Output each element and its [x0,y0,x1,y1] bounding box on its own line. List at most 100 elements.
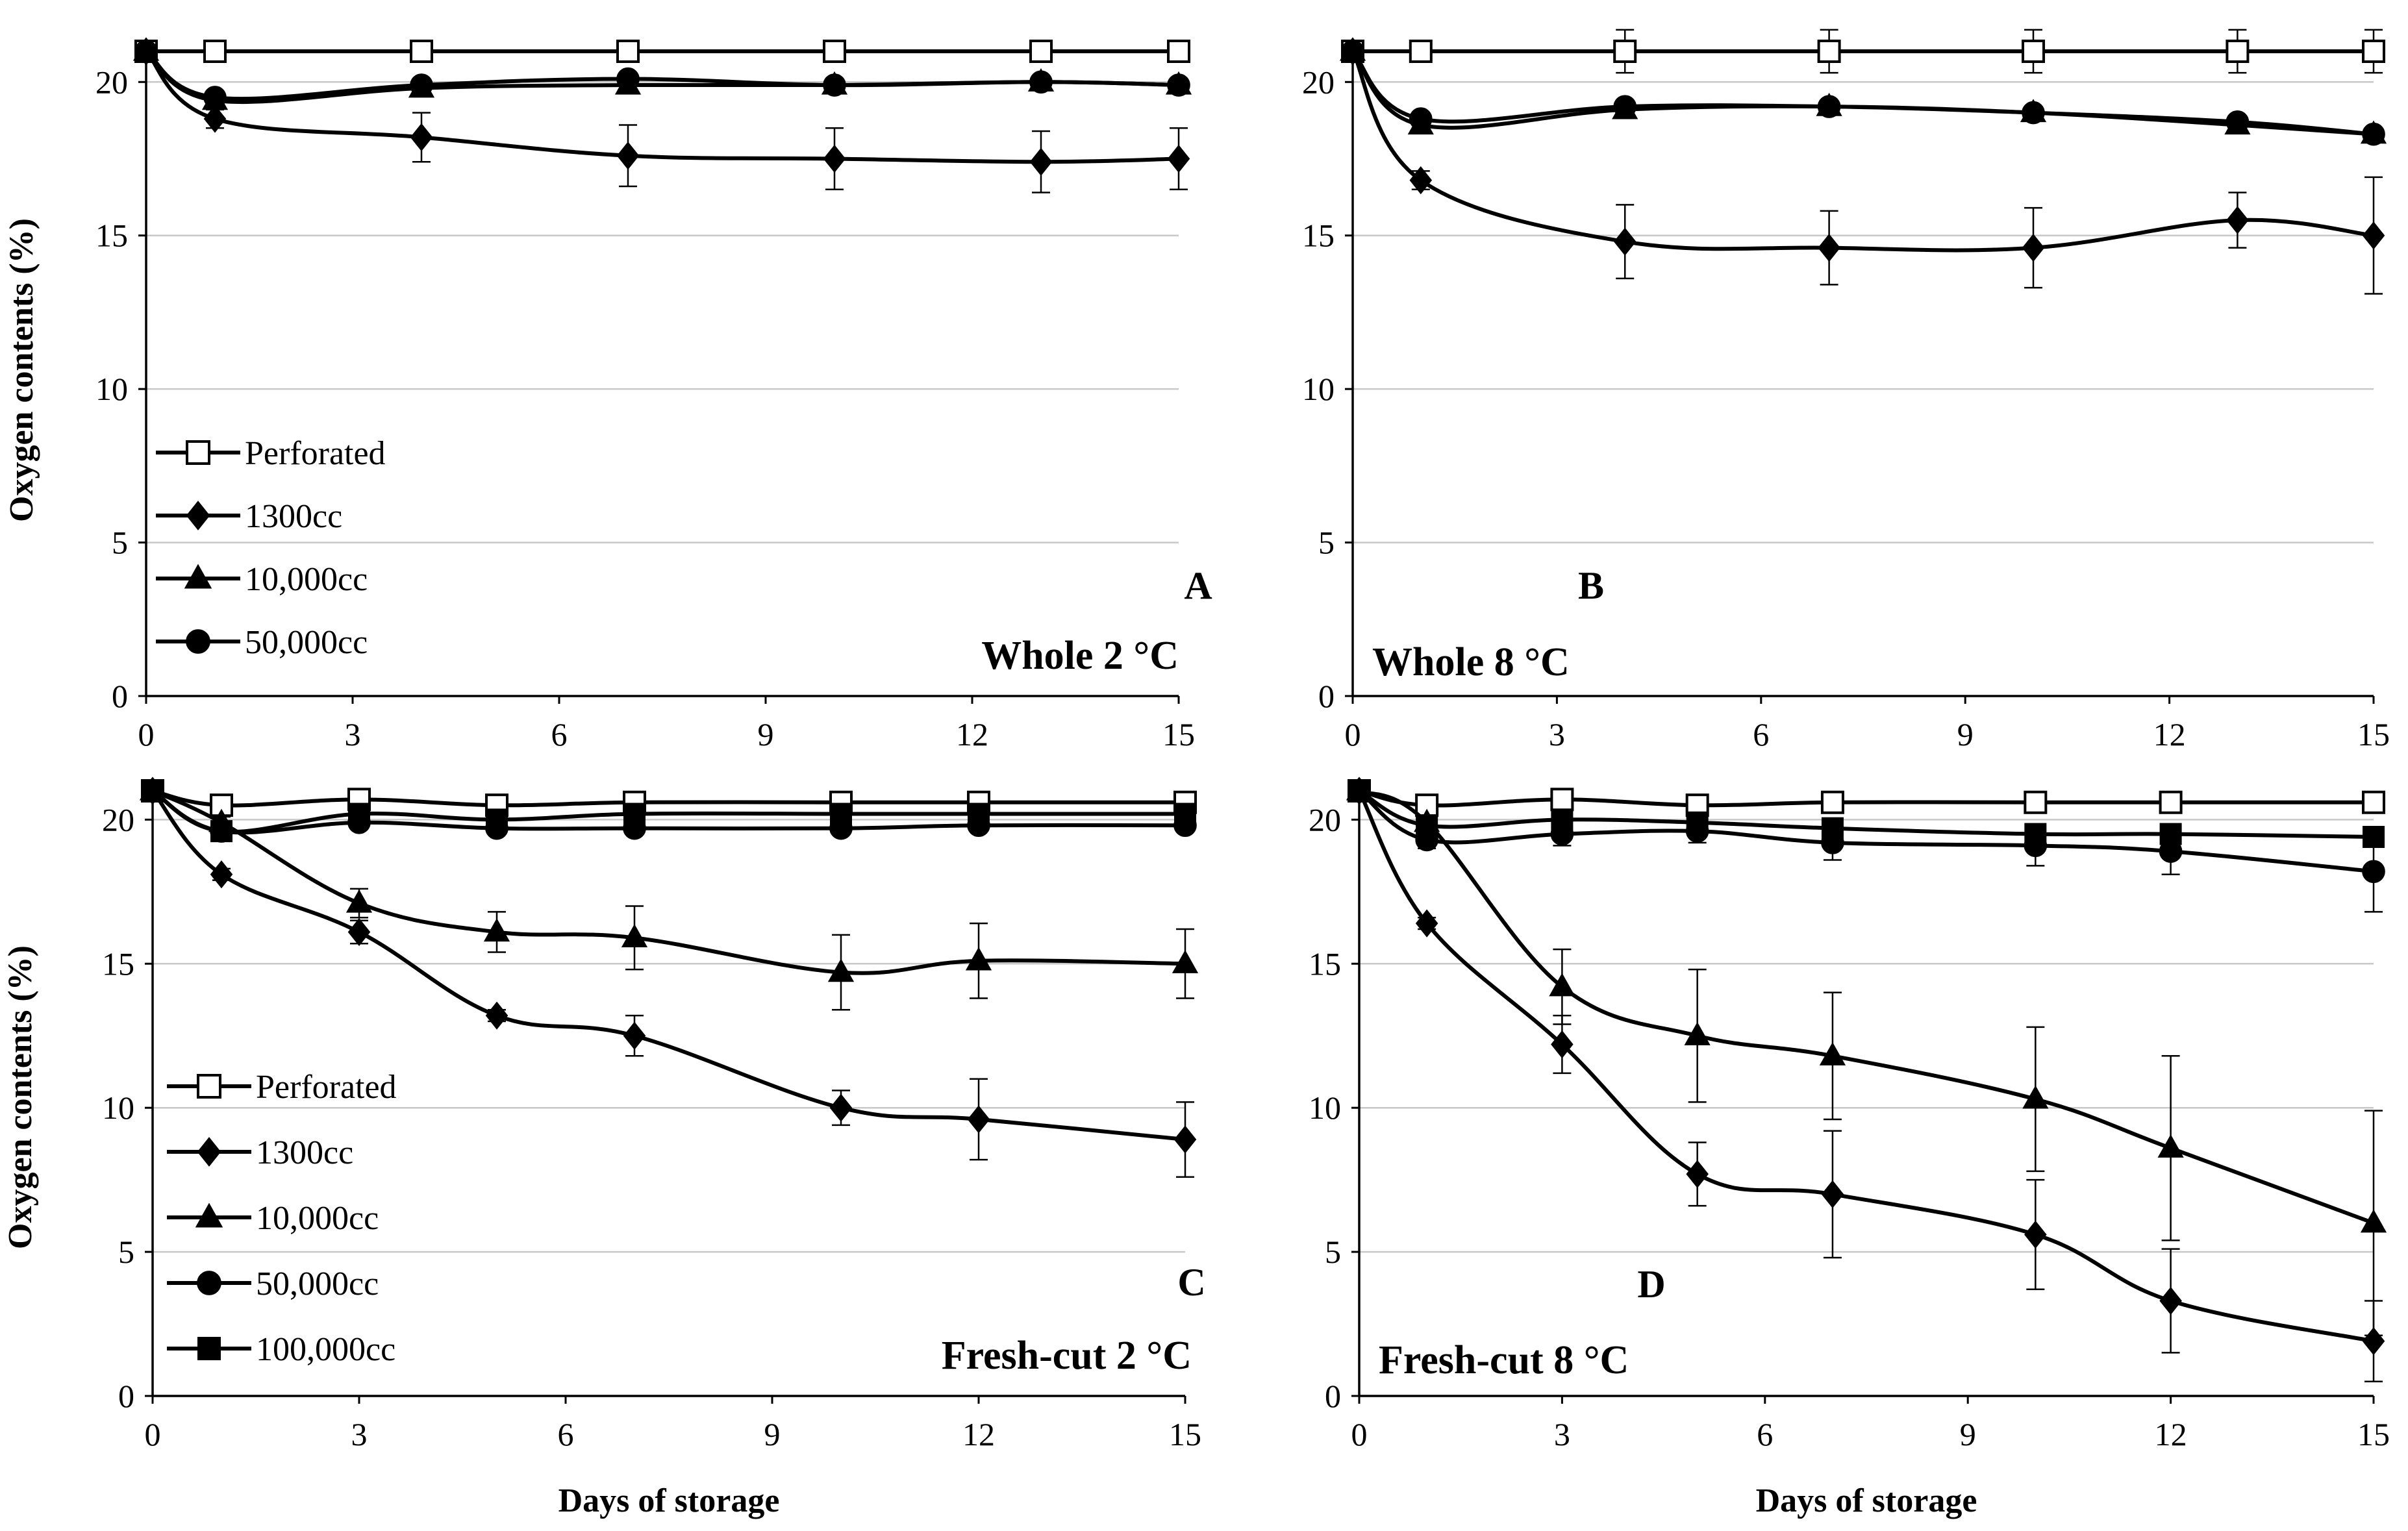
data-point [2022,234,2045,262]
data-point [1173,1125,1197,1154]
x-axis-title: Days of storage [1756,1482,1977,1519]
data-point [2159,1286,2182,1315]
data-point [1029,70,1053,94]
data-point [621,924,648,947]
y-tick-label: 0 [112,678,128,714]
data-point [623,1021,646,1050]
y-tick-label: 5 [118,1234,134,1270]
x-tick-label: 12 [956,716,988,753]
y-tick-label: 5 [1325,1234,1341,1270]
panel-c: 0 5 10 15 20 0 3 6 9 12 15 Oxygen contents (%) Days … [2,777,1206,1519]
data-point [485,1001,508,1030]
data-point [1684,1021,1711,1045]
y-tick-label: 10 [1309,1089,1341,1126]
x-tick-label: 12 [2155,1416,2187,1452]
data-point [1818,234,1840,262]
x-tick-label: 12 [962,1416,995,1452]
series-line [1359,789,2374,808]
data-point [1174,803,1196,825]
data-point [210,860,233,889]
panel-condition-label: Whole 8 °C [1372,640,1570,684]
x-tick-label: 9 [1957,716,1974,753]
x-tick-label: 6 [551,716,568,753]
x-axis-title: Days of storage [558,1482,780,1519]
data-point [410,40,433,63]
data-point [616,67,640,91]
data-point [2022,40,2045,63]
data-point [1686,811,1709,834]
data-point [2159,823,2182,845]
x-tick-label: 3 [1554,1416,1570,1452]
x-tick-label: 3 [1549,716,1565,753]
legend-marker [197,1271,221,1295]
data-point [1817,40,1841,63]
data-point [2159,790,2183,814]
legend-label: 1300cc [245,498,342,535]
legend-label: 50,000cc [245,624,368,661]
data-point [1167,73,1190,97]
x-tick-label: 9 [764,1416,781,1452]
series-100000cc [1348,780,2385,849]
data-point [1416,814,1438,837]
series-line [144,49,1179,164]
data-point [2362,122,2385,146]
series-line [1357,790,2374,1343]
data-point [1613,40,1637,63]
panel-letter: A [1184,564,1212,607]
data-point [1029,147,1053,176]
data-point [965,947,992,971]
series-line [151,789,1186,975]
data-point [2363,826,2385,849]
data-point [616,40,640,63]
data-point [1821,1180,1844,1208]
y-tick-label: 20 [95,64,128,100]
data-point [2024,823,2047,845]
panel-condition-label: Fresh-cut 8 °C [1379,1338,1629,1382]
data-point [345,889,373,913]
legend-label: Perforated [256,1069,397,1106]
series-line [1351,50,2374,253]
series-line [145,49,1179,101]
legend-marker [186,501,210,530]
legend-marker [184,564,212,589]
panel-letter: B [1578,564,1604,607]
panel-a: 0 5 10 15 20 0 3 6 9 12 15 Oxygen contents (%) Perfo… [3,37,1212,753]
x-tick-label: 15 [1162,716,1195,753]
data-point [1415,909,1438,938]
data-point [1341,40,1364,63]
data-point [2360,1209,2387,1233]
legend-marker [186,629,210,654]
data-point [1819,1042,1846,1065]
data-point [2362,40,2385,63]
y-tick-label: 10 [102,1089,134,1126]
series-perforated [1348,779,2385,817]
series-perforated [1341,29,2385,74]
legend-marker [186,440,210,465]
legend-label: 100,000cc [256,1331,395,1368]
y-tick-label: 10 [1302,371,1335,407]
data-point [142,780,164,802]
x-tick-label: 0 [138,716,155,753]
y-tick-label: 20 [102,801,134,838]
panel-d: 0 5 10 15 20 0 3 6 9 12 15 Days of storage DFresh-cu… [1309,777,2390,1519]
data-point [1817,95,1841,118]
series-perforated [141,779,1197,817]
legend-marker [195,1202,223,1228]
data-point [829,1093,853,1122]
data-point [1348,780,1370,802]
panel-condition-label: Whole 2 °C [981,634,1179,678]
data-point [203,86,227,109]
data-point [1029,40,1053,63]
data-point [1172,950,1199,973]
y-axis-title: Oxygen contents (%) [3,218,40,522]
legend-label: 1300cc [256,1134,353,1171]
series-1300cc [141,777,1197,1178]
series-1300cc [1341,37,2385,295]
x-tick-label: 12 [2153,716,2186,753]
x-tick-label: 0 [145,1416,161,1452]
data-point [830,803,852,825]
x-tick-label: 3 [345,716,361,753]
data-point [2362,860,2385,884]
data-point [1167,144,1190,173]
